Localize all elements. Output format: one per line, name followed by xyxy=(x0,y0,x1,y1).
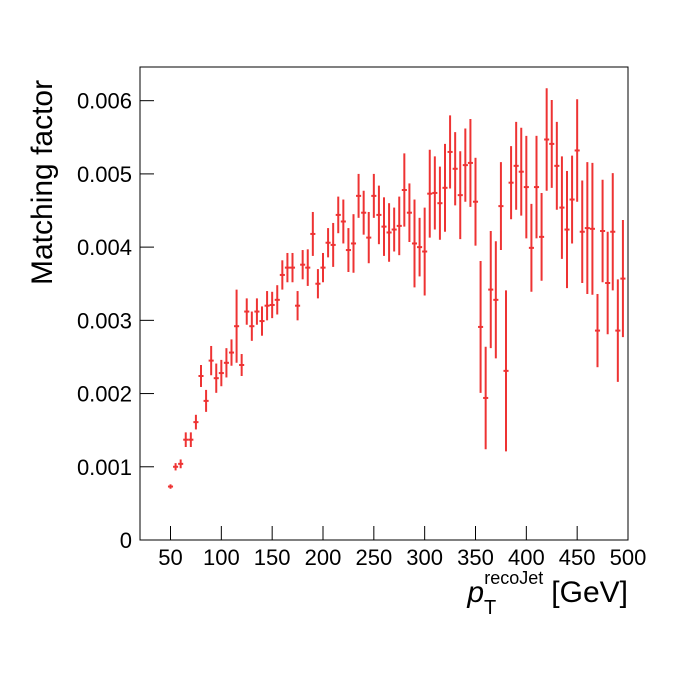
plot-frame xyxy=(139,66,629,541)
x-label-superscript: recoJet xyxy=(484,568,543,588)
y-tick-label: 0.003 xyxy=(77,308,132,333)
x-label-subscript: T xyxy=(484,597,496,619)
x-tick-label: 300 xyxy=(406,545,443,570)
y-tick-label: 0.002 xyxy=(77,382,132,407)
x-label-symbol: p xyxy=(466,576,484,609)
y-tick-label: 0.004 xyxy=(77,235,132,260)
x-tick-label: 100 xyxy=(203,545,240,570)
x-label-unit: [GeV] xyxy=(551,576,628,609)
y-tick-label: 0 xyxy=(120,528,132,553)
y-tick-label: 0.006 xyxy=(77,89,132,114)
x-tick-label: 200 xyxy=(305,545,342,570)
x-axis-label: pTrecoJet [GeV] xyxy=(466,568,628,619)
y-tick-label: 0.005 xyxy=(77,162,132,187)
x-tick-label: 500 xyxy=(610,545,647,570)
y-axis-label: Matching factor xyxy=(26,80,59,285)
x-tick-label: 450 xyxy=(559,545,596,570)
x-tick-label: 150 xyxy=(254,545,291,570)
x-tick-label: 350 xyxy=(457,545,494,570)
x-tick-label: 50 xyxy=(158,545,182,570)
x-tick-label: 400 xyxy=(508,545,545,570)
x-tick-label: 250 xyxy=(355,545,392,570)
y-tick-label: 0.001 xyxy=(77,455,132,480)
